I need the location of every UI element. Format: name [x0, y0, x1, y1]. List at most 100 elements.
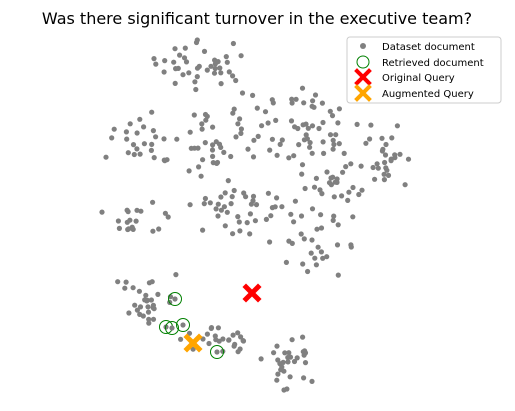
dataset-point	[187, 202, 193, 208]
dataset-point	[127, 121, 133, 127]
dataset-point	[381, 171, 387, 177]
dataset-point	[320, 119, 326, 126]
dataset-point	[385, 172, 392, 178]
dataset-point	[137, 311, 143, 317]
dataset-point	[228, 153, 234, 160]
dataset-point	[358, 163, 364, 169]
dataset-point	[279, 137, 285, 143]
dataset-point	[224, 59, 230, 65]
dataset-point	[379, 135, 385, 141]
dataset-point	[208, 325, 215, 331]
original-query-point	[242, 283, 262, 303]
dataset-point	[237, 228, 243, 234]
dataset-point	[151, 306, 157, 312]
dataset-point	[187, 129, 193, 135]
dataset-point	[268, 213, 274, 219]
dataset-point	[328, 182, 334, 188]
dataset-point	[131, 151, 137, 158]
dataset-point	[218, 207, 224, 213]
dataset-point	[286, 155, 292, 161]
dataset-point	[341, 150, 347, 156]
dataset-point	[146, 316, 152, 322]
dataset-point	[303, 132, 309, 138]
dataset-point	[218, 194, 224, 200]
dataset-point	[202, 140, 208, 146]
dataset-point	[330, 217, 336, 223]
dataset-point	[149, 279, 155, 285]
dataset-point	[226, 337, 232, 343]
dataset-point	[335, 222, 341, 228]
retrieved-point-core	[172, 296, 178, 302]
dataset-point	[124, 207, 130, 213]
dataset-point	[204, 67, 210, 73]
dataset-point	[103, 154, 109, 160]
dataset-point	[340, 169, 346, 175]
dataset-point	[235, 214, 241, 220]
dataset-point	[134, 130, 140, 136]
dataset-point	[348, 161, 354, 167]
dataset-point	[305, 125, 311, 131]
dataset-point	[149, 141, 155, 147]
dataset-point	[324, 169, 330, 175]
dataset-point	[368, 122, 374, 128]
dataset-point	[236, 219, 242, 225]
dataset-point	[225, 178, 231, 184]
legend-label-retrieved: Retrieved document	[382, 58, 484, 69]
dataset-point	[312, 255, 318, 261]
dataset-point	[335, 272, 341, 278]
dataset-points	[99, 37, 412, 393]
dataset-point	[193, 86, 199, 93]
dataset-point	[186, 330, 193, 336]
dataset-point	[153, 134, 159, 140]
dataset-point	[311, 104, 317, 110]
dataset-point	[220, 348, 226, 354]
dataset-point	[339, 193, 345, 199]
dataset-point	[282, 350, 288, 356]
dataset-point	[162, 58, 168, 64]
dataset-point	[267, 239, 273, 245]
dataset-point	[240, 338, 247, 344]
dataset-point	[285, 354, 291, 361]
retrieved-point	[165, 321, 179, 335]
dataset-point	[196, 164, 202, 170]
dataset-point	[275, 371, 281, 377]
dataset-point	[201, 201, 207, 207]
dataset-point	[284, 386, 290, 392]
dataset-point	[165, 214, 171, 220]
legend-label-augmented: Augmented Query	[382, 89, 474, 100]
dataset-point	[267, 147, 273, 153]
dataset-point	[141, 124, 147, 130]
dataset-point	[226, 69, 232, 75]
dataset-point	[233, 134, 239, 140]
dataset-point	[229, 194, 235, 200]
dataset-point	[230, 40, 236, 47]
dataset-point	[313, 175, 319, 181]
dataset-point	[274, 377, 280, 383]
dataset-point	[212, 65, 218, 72]
legend-label-dataset: Dataset document	[382, 42, 475, 53]
dataset-point	[300, 261, 306, 267]
dataset-point	[115, 279, 121, 285]
dataset-point	[382, 159, 388, 166]
dataset-point	[150, 128, 156, 134]
dataset-point	[221, 204, 227, 210]
dataset-point	[130, 285, 136, 291]
dataset-point	[210, 124, 216, 130]
dataset-point	[133, 218, 139, 224]
dataset-point	[141, 141, 147, 147]
dataset-point	[224, 209, 230, 215]
dataset-point	[218, 81, 224, 87]
dataset-point	[380, 146, 386, 152]
dataset-point	[124, 219, 130, 225]
dataset-point	[265, 120, 271, 126]
dataset-point	[239, 90, 246, 96]
dataset-point	[218, 70, 224, 76]
dataset-point	[214, 160, 220, 166]
dataset-point	[134, 146, 140, 152]
dataset-point	[301, 236, 307, 242]
dataset-point	[250, 92, 256, 98]
dataset-point	[302, 360, 309, 366]
dataset-point	[327, 108, 333, 114]
dataset-point	[269, 205, 275, 211]
dataset-point	[115, 218, 121, 224]
